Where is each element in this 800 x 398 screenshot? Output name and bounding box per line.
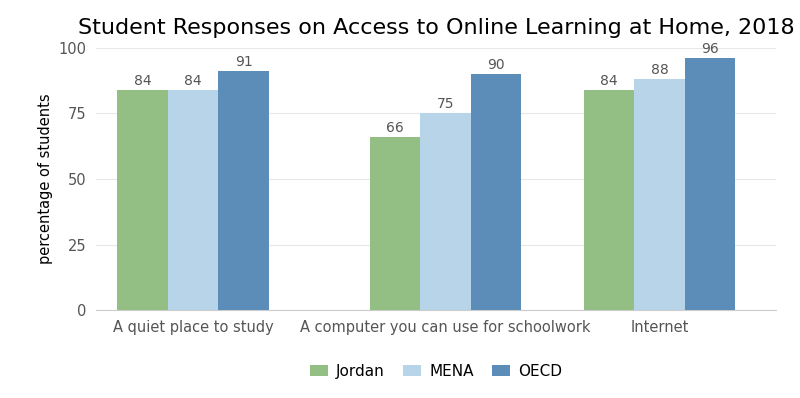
Text: 84: 84 — [134, 74, 151, 88]
Bar — [634, 79, 685, 310]
Text: 96: 96 — [701, 42, 719, 56]
Bar — [685, 58, 735, 310]
Text: 66: 66 — [386, 121, 404, 135]
Bar — [118, 90, 168, 310]
Text: 75: 75 — [437, 98, 454, 111]
Bar — [471, 74, 522, 310]
Bar — [370, 137, 421, 310]
Y-axis label: percentage of students: percentage of students — [38, 94, 53, 264]
Text: 88: 88 — [650, 63, 668, 77]
Title: Student Responses on Access to Online Learning at Home, 2018: Student Responses on Access to Online Le… — [78, 18, 794, 38]
Legend: Jordan, MENA, OECD: Jordan, MENA, OECD — [304, 357, 568, 385]
Text: 84: 84 — [600, 74, 618, 88]
Text: 90: 90 — [487, 58, 505, 72]
Bar — [421, 113, 471, 310]
Bar — [168, 90, 218, 310]
Text: 84: 84 — [184, 74, 202, 88]
Text: 91: 91 — [234, 55, 253, 69]
Bar — [218, 71, 269, 310]
Bar — [584, 90, 634, 310]
